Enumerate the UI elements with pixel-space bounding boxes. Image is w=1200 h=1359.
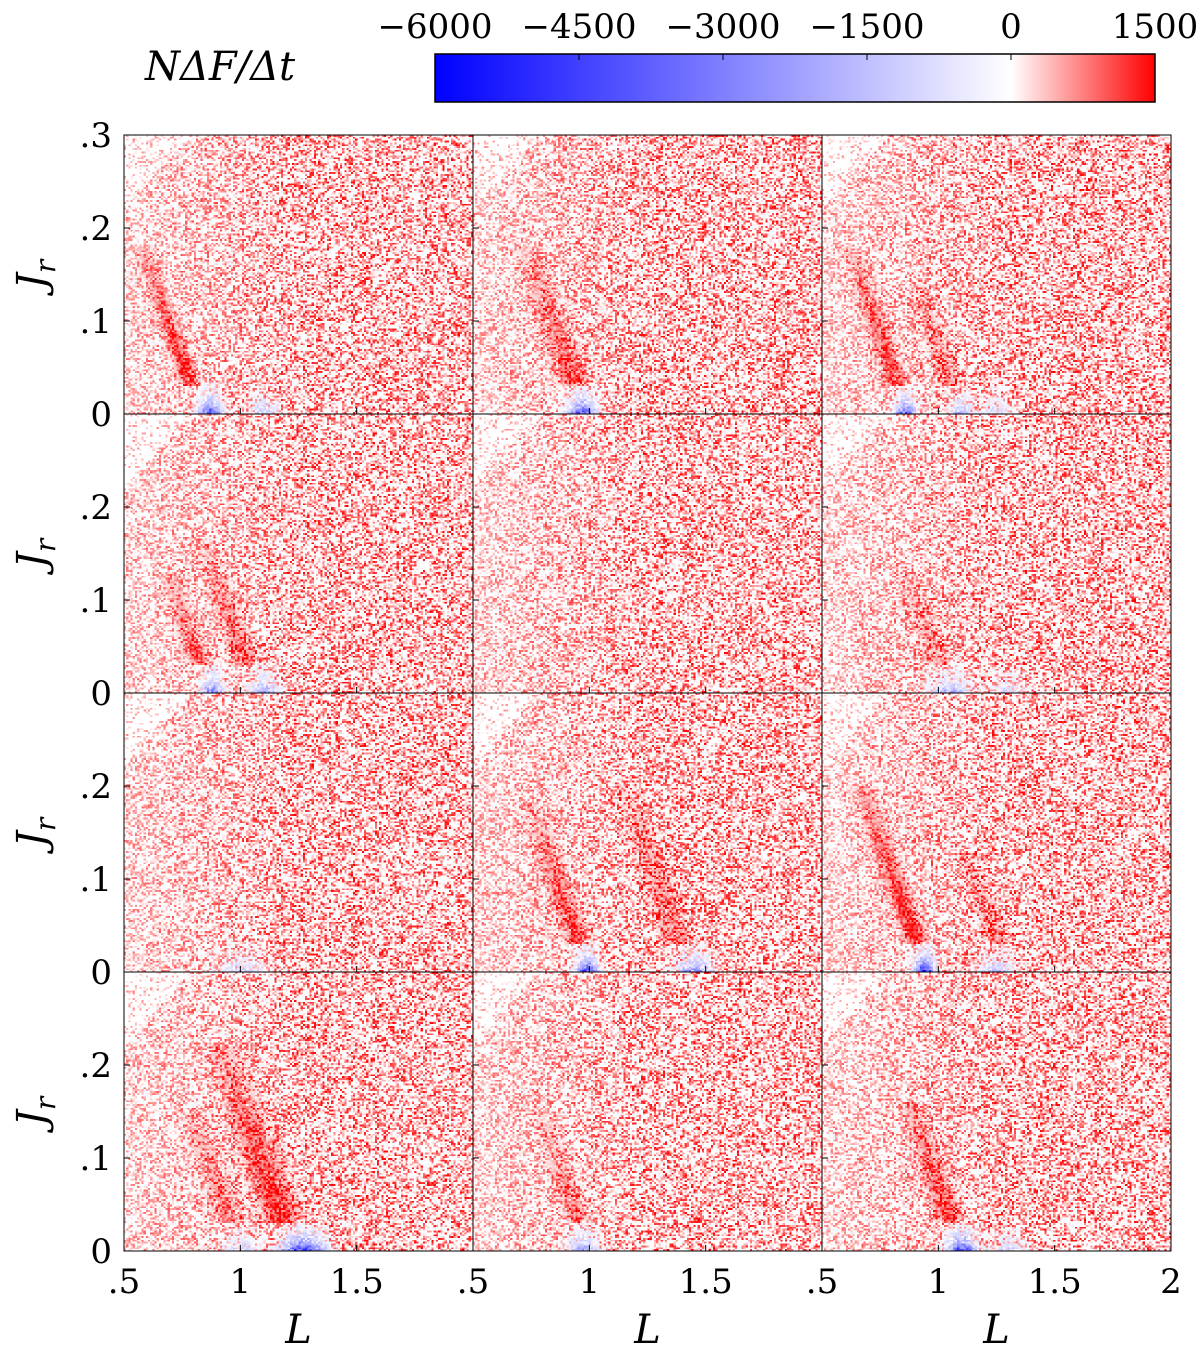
colorbar-tick-label: 0 <box>1000 7 1022 47</box>
heatmap-image <box>473 135 822 414</box>
x-axis-label: L <box>633 1307 661 1353</box>
y-tick-label: 0 <box>90 1232 112 1272</box>
y-axis-label: Jr <box>9 816 62 854</box>
x-tick-label: 2 <box>1160 1262 1182 1302</box>
y-tick-label: 0 <box>90 953 112 993</box>
colorbar-tick-label: −1500 <box>809 7 924 47</box>
colorbar-gradient <box>434 53 1156 103</box>
heatmap-panel-r2c0 <box>123 692 474 973</box>
heatmap-panel-r0c1 <box>472 134 823 415</box>
y-axis-label: Jr <box>9 1095 62 1133</box>
y-tick-label: 0 <box>90 674 112 714</box>
y-tick-label: .1 <box>80 860 112 900</box>
y-tick-label: .1 <box>80 1139 112 1179</box>
colorbar-tick-label: −4500 <box>521 7 636 47</box>
x-tick-label: .5 <box>457 1262 489 1302</box>
heatmap-image <box>124 135 473 414</box>
heatmap-image <box>124 972 473 1251</box>
colorbar: NΔF/Δt −6000 −4500 −3000 −1500 0 1500 <box>144 7 1198 103</box>
y-tick-label: .2 <box>80 1046 112 1086</box>
x-tick-label: 1.5 <box>1028 1262 1082 1302</box>
x-axis-label: L <box>982 1307 1010 1353</box>
panel-frame <box>821 971 1172 1252</box>
heatmap-image <box>473 414 822 693</box>
heatmap-image <box>822 414 1171 693</box>
heatmap-image <box>124 414 473 693</box>
x-tick-label: 1.5 <box>679 1262 733 1302</box>
heatmap-panel-r0c0 <box>123 134 474 415</box>
heatmap-panel-r3c2 <box>821 971 1172 1252</box>
heatmap-panel-r2c2 <box>821 692 1172 973</box>
heatmap-panel-r2c1 <box>472 692 823 973</box>
x-tick-label: 1 <box>928 1262 950 1302</box>
heatmap-image <box>822 135 1171 414</box>
y-tick-label: .3 <box>80 116 112 156</box>
y-tick-label: .2 <box>80 488 112 528</box>
y-axis-label: Jr <box>9 258 62 296</box>
y-tick-label: 0 <box>90 395 112 435</box>
y-axis-label: Jr <box>9 537 62 575</box>
colorbar-label: NΔF/Δt <box>144 44 296 90</box>
heatmap-image <box>473 693 822 972</box>
x-tick-label: 1.5 <box>330 1262 384 1302</box>
panel-grid <box>123 134 1172 1252</box>
y-tick-label: .1 <box>80 581 112 621</box>
x-axis-label: L <box>284 1307 312 1353</box>
heatmap-panel-r1c1 <box>472 413 823 694</box>
heatmap-panel-r1c2 <box>821 413 1172 694</box>
heatmap-panel-r1c0 <box>123 413 474 694</box>
heatmap-image <box>822 693 1171 972</box>
heatmap-panel-r3c1 <box>472 971 823 1252</box>
x-tick-label: 1 <box>230 1262 252 1302</box>
heatmap-image <box>473 972 822 1251</box>
y-tick-label: .1 <box>80 302 112 342</box>
x-tick-label: .5 <box>108 1262 140 1302</box>
colorbar-tick-label: −6000 <box>377 7 492 47</box>
colorbar-tick-label: 1500 <box>1112 7 1199 47</box>
y-tick-label: .2 <box>80 209 112 249</box>
x-tick-label: .5 <box>806 1262 838 1302</box>
heatmap-image <box>822 972 1171 1251</box>
heatmap-panel-r0c2 <box>821 134 1172 415</box>
heatmap-image <box>124 693 473 972</box>
heatmap-panel-r3c0 <box>123 971 474 1252</box>
colorbar-ticks: −6000 −4500 −3000 −1500 0 1500 <box>377 7 1198 60</box>
y-tick-label: .2 <box>80 767 112 807</box>
colorbar-tick-label: −3000 <box>665 7 780 47</box>
x-tick-label: 1 <box>579 1262 601 1302</box>
